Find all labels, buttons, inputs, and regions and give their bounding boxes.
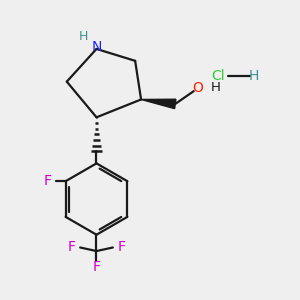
Text: Cl: Cl [212,69,225,83]
Text: H: H [78,30,88,43]
Text: F: F [44,174,52,188]
Text: F: F [67,241,75,254]
Polygon shape [141,99,176,109]
Text: F: F [118,241,126,254]
Text: F: F [92,260,101,274]
Text: N: N [91,40,102,55]
Text: H: H [211,81,220,94]
Text: O: O [193,81,204,94]
Text: H: H [249,69,259,83]
